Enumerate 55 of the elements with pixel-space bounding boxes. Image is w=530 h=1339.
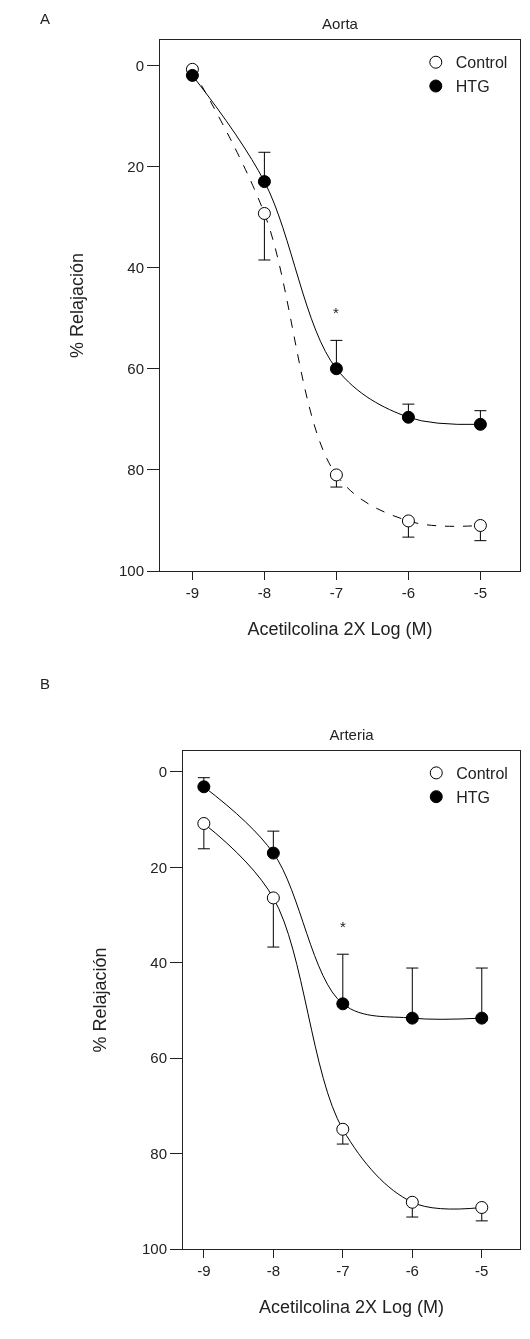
chart-title: Arteria	[329, 726, 375, 744]
point	[197, 780, 211, 794]
y-tick-label: 100	[118, 562, 144, 580]
x-tick-label: -9	[185, 584, 200, 601]
x-axis-title: Acetilcolina 2X Log (M)	[247, 619, 433, 640]
point	[405, 1011, 419, 1025]
point	[266, 846, 280, 860]
point	[401, 514, 415, 528]
point	[257, 175, 271, 189]
legend-label: Control	[455, 54, 508, 72]
point	[473, 518, 487, 532]
y-tick-label: 40	[150, 954, 167, 972]
y-tick-label: 0	[158, 763, 167, 781]
y-tick-label: 20	[127, 157, 144, 175]
annotation: *	[333, 304, 339, 321]
y-tick-label: 60	[127, 359, 144, 377]
x-tick-label: -5	[475, 1262, 489, 1279]
y-tick-label: 80	[150, 1144, 167, 1162]
y-tick-label: 0	[135, 56, 144, 74]
point	[336, 997, 350, 1011]
legend-label: HTG	[456, 788, 491, 806]
x-tick-label: -6	[405, 1262, 419, 1279]
x-tick-label: -9	[197, 1262, 211, 1279]
point	[329, 468, 343, 482]
point	[475, 1201, 489, 1214]
point	[336, 1122, 350, 1136]
y-tick-label: 60	[150, 1049, 167, 1067]
point	[197, 817, 211, 830]
point	[257, 206, 271, 220]
x-tick-label: -7	[336, 1262, 350, 1279]
legend-label: HTG	[455, 78, 490, 96]
y-axis-title: % Relajación	[90, 947, 111, 1053]
point	[329, 362, 343, 376]
x-tick-label: -8	[266, 1262, 280, 1279]
chart-title: Aorta	[322, 15, 359, 33]
point	[405, 1195, 419, 1209]
x-tick-label: -8	[257, 584, 272, 601]
y-axis-title: % Relajación	[67, 252, 88, 359]
text: A	[40, 10, 51, 27]
y-tick-label: 20	[150, 858, 167, 876]
annotation: *	[340, 918, 346, 935]
x-tick-label: -7	[329, 584, 344, 601]
point	[266, 891, 280, 905]
y-tick-label: 80	[127, 461, 144, 479]
point	[185, 68, 199, 82]
x-axis-title: Acetilcolina 2X Log (M)	[258, 1297, 445, 1318]
point	[473, 417, 487, 431]
point	[401, 410, 415, 424]
text: B	[40, 675, 51, 692]
legend-label: Control	[456, 765, 508, 783]
y-tick-label: 100	[141, 1240, 167, 1258]
x-tick-label: -6	[401, 584, 416, 601]
x-tick-label: -5	[473, 584, 488, 601]
y-tick-label: 40	[127, 258, 144, 276]
point	[475, 1011, 489, 1025]
